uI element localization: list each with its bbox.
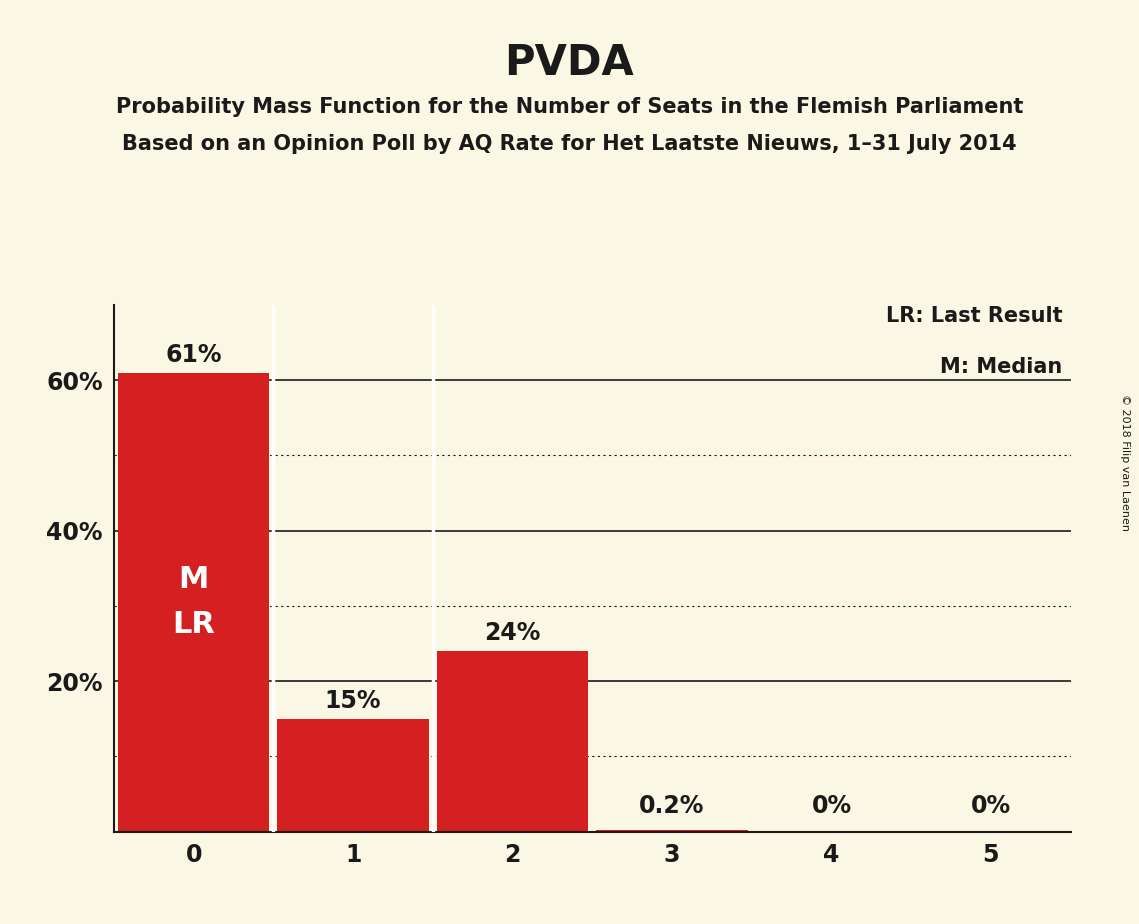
Bar <box>118 372 269 832</box>
Text: LR: Last Result: LR: Last Result <box>886 306 1063 326</box>
Text: 0%: 0% <box>970 794 1011 818</box>
Text: M: M <box>179 565 208 594</box>
Bar <box>436 651 588 832</box>
Bar <box>278 719 428 832</box>
Text: © 2018 Filip van Laenen: © 2018 Filip van Laenen <box>1121 394 1130 530</box>
Text: 24%: 24% <box>484 621 541 645</box>
Text: 15%: 15% <box>325 688 382 712</box>
Text: Probability Mass Function for the Number of Seats in the Flemish Parliament: Probability Mass Function for the Number… <box>116 97 1023 117</box>
Text: 0.2%: 0.2% <box>639 794 705 818</box>
Text: 0%: 0% <box>811 794 852 818</box>
Text: Based on an Opinion Poll by AQ Rate for Het Laatste Nieuws, 1–31 July 2014: Based on an Opinion Poll by AQ Rate for … <box>122 134 1017 154</box>
Text: PVDA: PVDA <box>505 42 634 83</box>
Bar <box>597 830 747 832</box>
Text: 61%: 61% <box>165 343 222 367</box>
Text: M: Median: M: Median <box>941 357 1063 377</box>
Text: LR: LR <box>172 610 215 639</box>
